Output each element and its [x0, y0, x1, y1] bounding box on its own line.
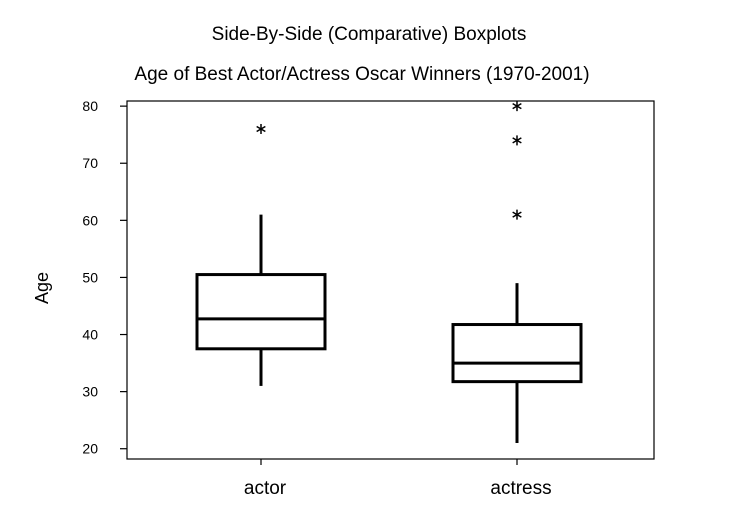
- box-actor: [195, 123, 327, 386]
- outlier-point: [256, 123, 266, 134]
- y-tick-label: 60: [82, 212, 98, 228]
- outlier-point: [512, 209, 522, 220]
- y-axis-label: Age: [32, 272, 52, 304]
- outlier-point: [512, 101, 522, 112]
- outlier-point: [512, 135, 522, 146]
- chart-subtitle: Age of Best Actor/Actress Oscar Winners …: [134, 64, 589, 85]
- y-tick-label: 80: [82, 98, 98, 114]
- y-tick-label: 20: [82, 441, 98, 457]
- x-axis: actor actress: [244, 459, 552, 499]
- iqr-box: [451, 323, 583, 384]
- x-tick-label-actress: actress: [490, 478, 551, 499]
- y-tick-label: 40: [82, 327, 98, 343]
- y-tick-label: 30: [82, 384, 98, 400]
- x-tick-label-actor: actor: [244, 478, 287, 499]
- y-tick-label: 70: [82, 155, 98, 171]
- y-tick-label: 50: [82, 269, 98, 285]
- iqr-box: [195, 273, 327, 351]
- chart-title: Side-By-Side (Comparative) Boxplots: [212, 24, 527, 45]
- boxplot-series: [195, 101, 583, 444]
- y-axis: 20 30 40 50 60 70 80: [82, 98, 127, 457]
- plot-frame: [126, 100, 655, 460]
- box-actress: [451, 101, 583, 444]
